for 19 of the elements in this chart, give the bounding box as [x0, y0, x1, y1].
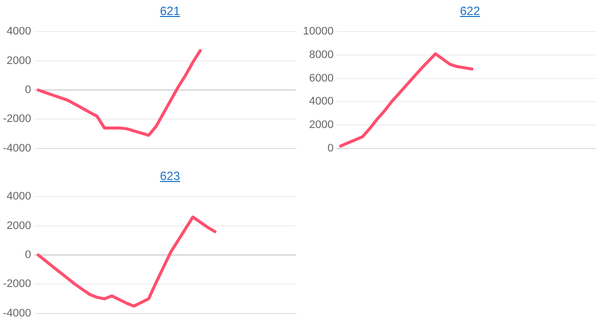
y-tick-label: 4000 [309, 96, 334, 108]
y-tick-label: 0 [25, 84, 32, 96]
y-tick-label: -2000 [2, 113, 32, 126]
y-tick-label: 4000 [6, 190, 32, 203]
y-tick-label: 0 [327, 142, 334, 154]
chart-title: 622 [458, 4, 482, 18]
y-tick-label: -4000 [2, 142, 32, 154]
y-tick-label: -2000 [2, 278, 32, 290]
chart-title: 623 [158, 169, 182, 183]
y-tick-label: 4000 [6, 26, 32, 38]
y-tick-label: 10000 [302, 26, 334, 38]
y-tick-label: -4000 [2, 307, 32, 320]
y-tick-label: 2000 [309, 119, 334, 132]
y-tick-label: 2000 [6, 54, 32, 67]
y-tick-label: 8000 [309, 48, 334, 61]
y-tick-label: 6000 [309, 72, 334, 84]
chart-title: 621 [158, 4, 182, 18]
y-tick-label: 0 [25, 249, 32, 262]
y-tick-label: 2000 [6, 220, 32, 232]
